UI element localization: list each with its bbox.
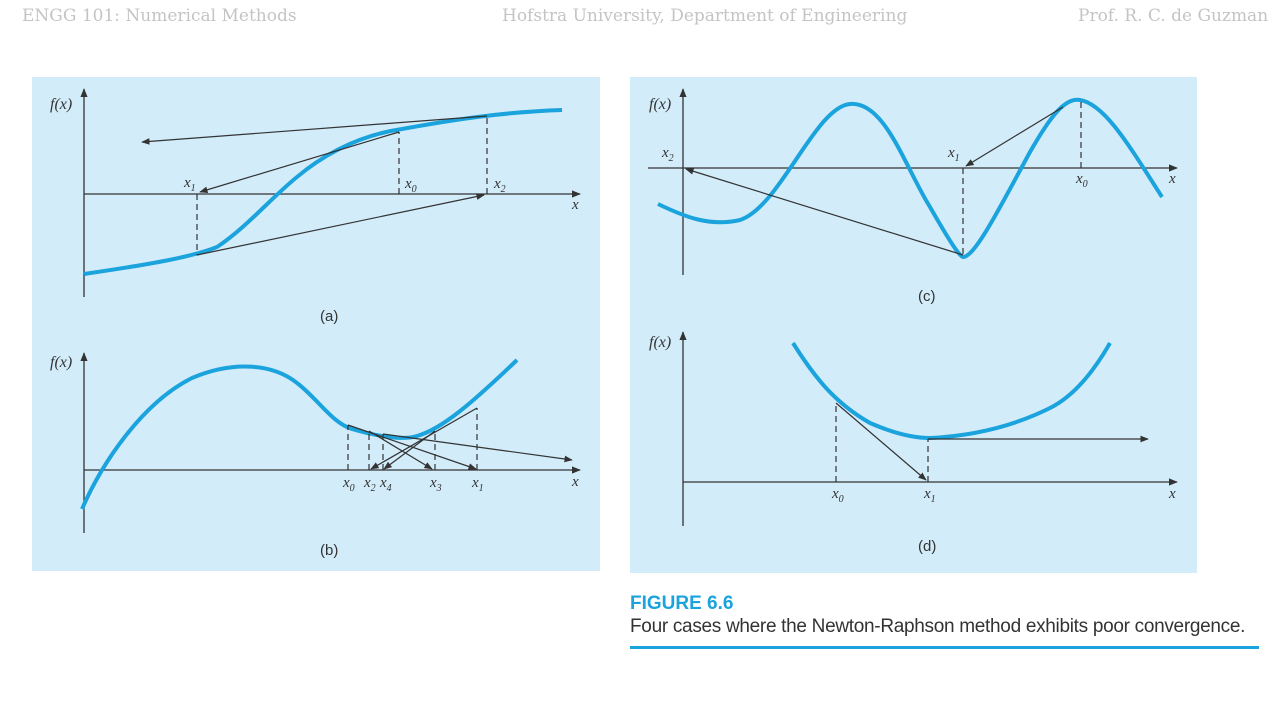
tangent-x2 <box>141 115 488 145</box>
panel-a: x1 x0 x2 f(x) x (a) <box>32 77 600 333</box>
label-x2: x2 <box>661 145 674 164</box>
panel-label-d: (d) <box>918 538 936 555</box>
x-axis-label: x <box>1168 486 1176 502</box>
function-curve <box>83 108 563 276</box>
tangent-x1 <box>196 193 485 256</box>
y-axis-label: f(x) <box>649 96 671 113</box>
panel-label-a: (a) <box>320 308 338 325</box>
label-x1: x1 <box>923 486 936 505</box>
tangent-x0 <box>965 106 1064 167</box>
caption-rule <box>630 646 1259 649</box>
y-axis-label: f(x) <box>50 354 72 371</box>
panel-a-graph: x1 x0 x2 f(x) x (a) <box>50 88 581 325</box>
tangent-x0 <box>347 424 477 470</box>
label-x1: x1 <box>947 145 960 164</box>
label-x0: x0 <box>342 475 355 494</box>
panel-d-graph: x0 x1 f(x) x (d) <box>649 331 1178 555</box>
function-curve <box>657 97 1164 260</box>
y-axis-label: f(x) <box>649 334 671 351</box>
x-axis-label: x <box>571 474 579 490</box>
institution-name: Hofstra University, Department of Engine… <box>502 6 908 26</box>
function-curve <box>791 341 1112 441</box>
tangent-x0 <box>835 402 927 481</box>
course-title: ENGG 101: Numerical Methods <box>22 6 297 26</box>
panel-d: x0 x1 f(x) x (d) <box>630 318 1197 573</box>
panel-b-graph: x0 x2 x4 x3 x1 f(x) x (b) <box>50 352 581 559</box>
panel-c-graph: x2 x1 x0 f(x) x (c) <box>648 88 1178 305</box>
panel-label-b: (b) <box>320 542 338 559</box>
panel-b: x0 x2 x4 x3 x1 f(x) x (b) <box>32 333 600 571</box>
figure-caption: Four cases where the Newton-Raphson meth… <box>630 616 1246 637</box>
x-axis-label: x <box>1168 171 1176 187</box>
tangent-x2 <box>368 430 433 470</box>
label-x0: x0 <box>404 176 417 195</box>
y-axis-label: f(x) <box>50 96 72 113</box>
label-x2: x2 <box>493 176 506 195</box>
tangent-x4 <box>382 433 573 463</box>
panel-label-c: (c) <box>918 288 936 305</box>
label-x1: x1 <box>471 475 484 494</box>
figure-title: FIGURE 6.6 <box>630 593 734 614</box>
function-curve <box>80 358 519 510</box>
label-x2: x2 <box>363 475 376 494</box>
panel-c: x2 x1 x0 f(x) x (c) <box>630 77 1197 318</box>
tangent-x1 <box>685 168 964 256</box>
label-x0: x0 <box>831 486 844 505</box>
label-x1: x1 <box>183 175 196 194</box>
x-axis-label: x <box>571 197 579 213</box>
label-x0: x0 <box>1075 171 1088 190</box>
instructor-name: Prof. R. C. de Guzman <box>1078 6 1269 26</box>
tangent-x0 <box>199 131 400 194</box>
tangent-x1 <box>370 407 478 470</box>
label-x3: x3 <box>429 475 442 494</box>
label-x4: x4 <box>379 475 392 494</box>
